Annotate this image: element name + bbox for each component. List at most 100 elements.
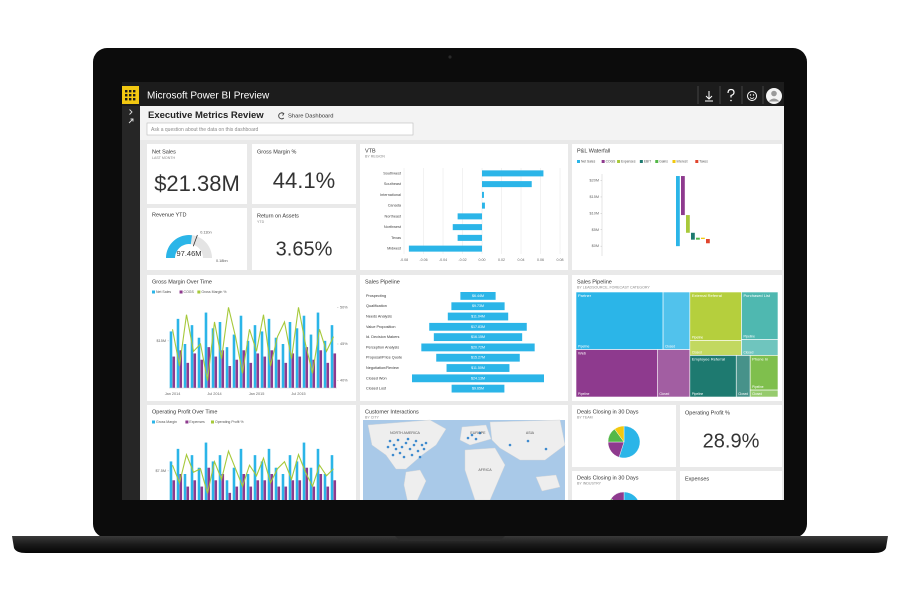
bar [256,353,260,388]
avatar-body [768,98,780,102]
bar [176,318,180,388]
bar [218,322,222,388]
feedback-icon[interactable] [747,91,757,101]
laptop-base [12,536,888,553]
tile-title: Expenses [685,476,709,482]
camera [448,55,452,59]
bar [270,474,274,500]
legend-swatch [695,160,699,163]
tile-title: Customer Interactions [365,409,419,415]
bar [482,181,532,188]
bar [239,448,243,500]
bar [235,486,239,500]
bar [482,191,484,198]
x-tick-label: -0.04 [439,258,447,262]
share-button[interactable]: Share Dashboard [278,112,334,120]
bar [193,480,197,500]
laptop-notch [395,536,505,541]
tile-title: Revenue YTD [152,212,186,218]
bar [312,359,316,388]
tile-subtitle: YTD [257,220,265,224]
map-point [394,447,398,451]
x-tick-label: Jul 2014 [207,392,221,396]
bar [323,474,327,500]
tile[interactable] [252,208,356,270]
bar [312,486,316,500]
bar [316,312,320,388]
kpi-value: 3.65% [276,238,333,260]
group-label: Purchased List [744,293,771,298]
dashboard-title: Executive Metrics Review [148,110,264,121]
bar [193,353,197,388]
y-tick-label: $20M [590,179,600,183]
user-avatar[interactable] [766,88,782,104]
legend-swatch [197,290,201,294]
icon-dot [752,94,755,96]
y-tick-label: Northwest [384,225,402,229]
bar [288,322,292,388]
map-point [402,455,406,459]
region-label: AFRICA [478,468,492,472]
treemap-cell [689,355,737,398]
tile[interactable] [680,471,782,533]
value-label: $11.04M [471,314,485,318]
map-land [403,469,427,500]
bar [295,461,299,500]
gauge-value [166,235,192,258]
bar [190,455,194,500]
legend-swatch [639,160,643,163]
treemap-cell [575,291,664,350]
value-label: $24.13M [471,376,485,380]
legend-label: EBIT [644,159,651,163]
group-label: Partner [578,293,592,298]
nav-expand[interactable] [129,109,133,115]
bar [277,486,281,500]
waterfall-bar [686,215,690,233]
bar [249,362,253,388]
pie-slice [623,491,639,500]
cell-label: Pipeline [692,392,704,396]
funnel-bar [429,322,527,331]
funnel-bar [451,302,505,311]
y-tick-label: $0M [592,244,599,248]
bar [333,353,337,388]
y-tick-label: $10M [590,211,600,215]
bar [256,480,260,500]
map-point [398,451,402,455]
download-icon[interactable] [705,91,713,102]
nav-pin[interactable] [128,118,134,124]
bar [218,455,222,500]
bar [274,467,278,500]
category-label: Value Proposition [366,325,395,329]
help-icon[interactable] [727,88,735,102]
y2-tick-label: 45% [340,342,348,346]
bar [457,213,482,220]
tile[interactable] [252,144,356,204]
legend-swatch [211,420,214,424]
screen: Microsoft Power BI Preview Ex [122,82,784,533]
qa-input[interactable] [146,122,414,136]
tile-title: Gross Margin % [257,149,297,155]
cell-label: Closed [738,392,748,396]
kpi-value: 28.9% [703,430,760,452]
value-label: $9.73M [472,304,484,308]
tile[interactable] [680,405,782,467]
value-label: $11.50M [471,366,485,370]
tile[interactable] [147,144,247,204]
legend-label: Net Sales [156,290,171,294]
bar [326,486,330,500]
group-label: Phone In [752,357,768,362]
legend-label: Gross Margin [156,420,177,424]
bar [211,328,215,388]
cell-label: Pipeline [578,344,590,348]
bar [284,362,288,388]
y-tick-label: $15M [590,195,600,199]
bar [214,480,218,500]
value-label: $15.27M [471,356,485,360]
bar [298,356,302,388]
icon-stroke [727,88,735,98]
map-point [400,445,404,449]
bar [319,474,323,500]
